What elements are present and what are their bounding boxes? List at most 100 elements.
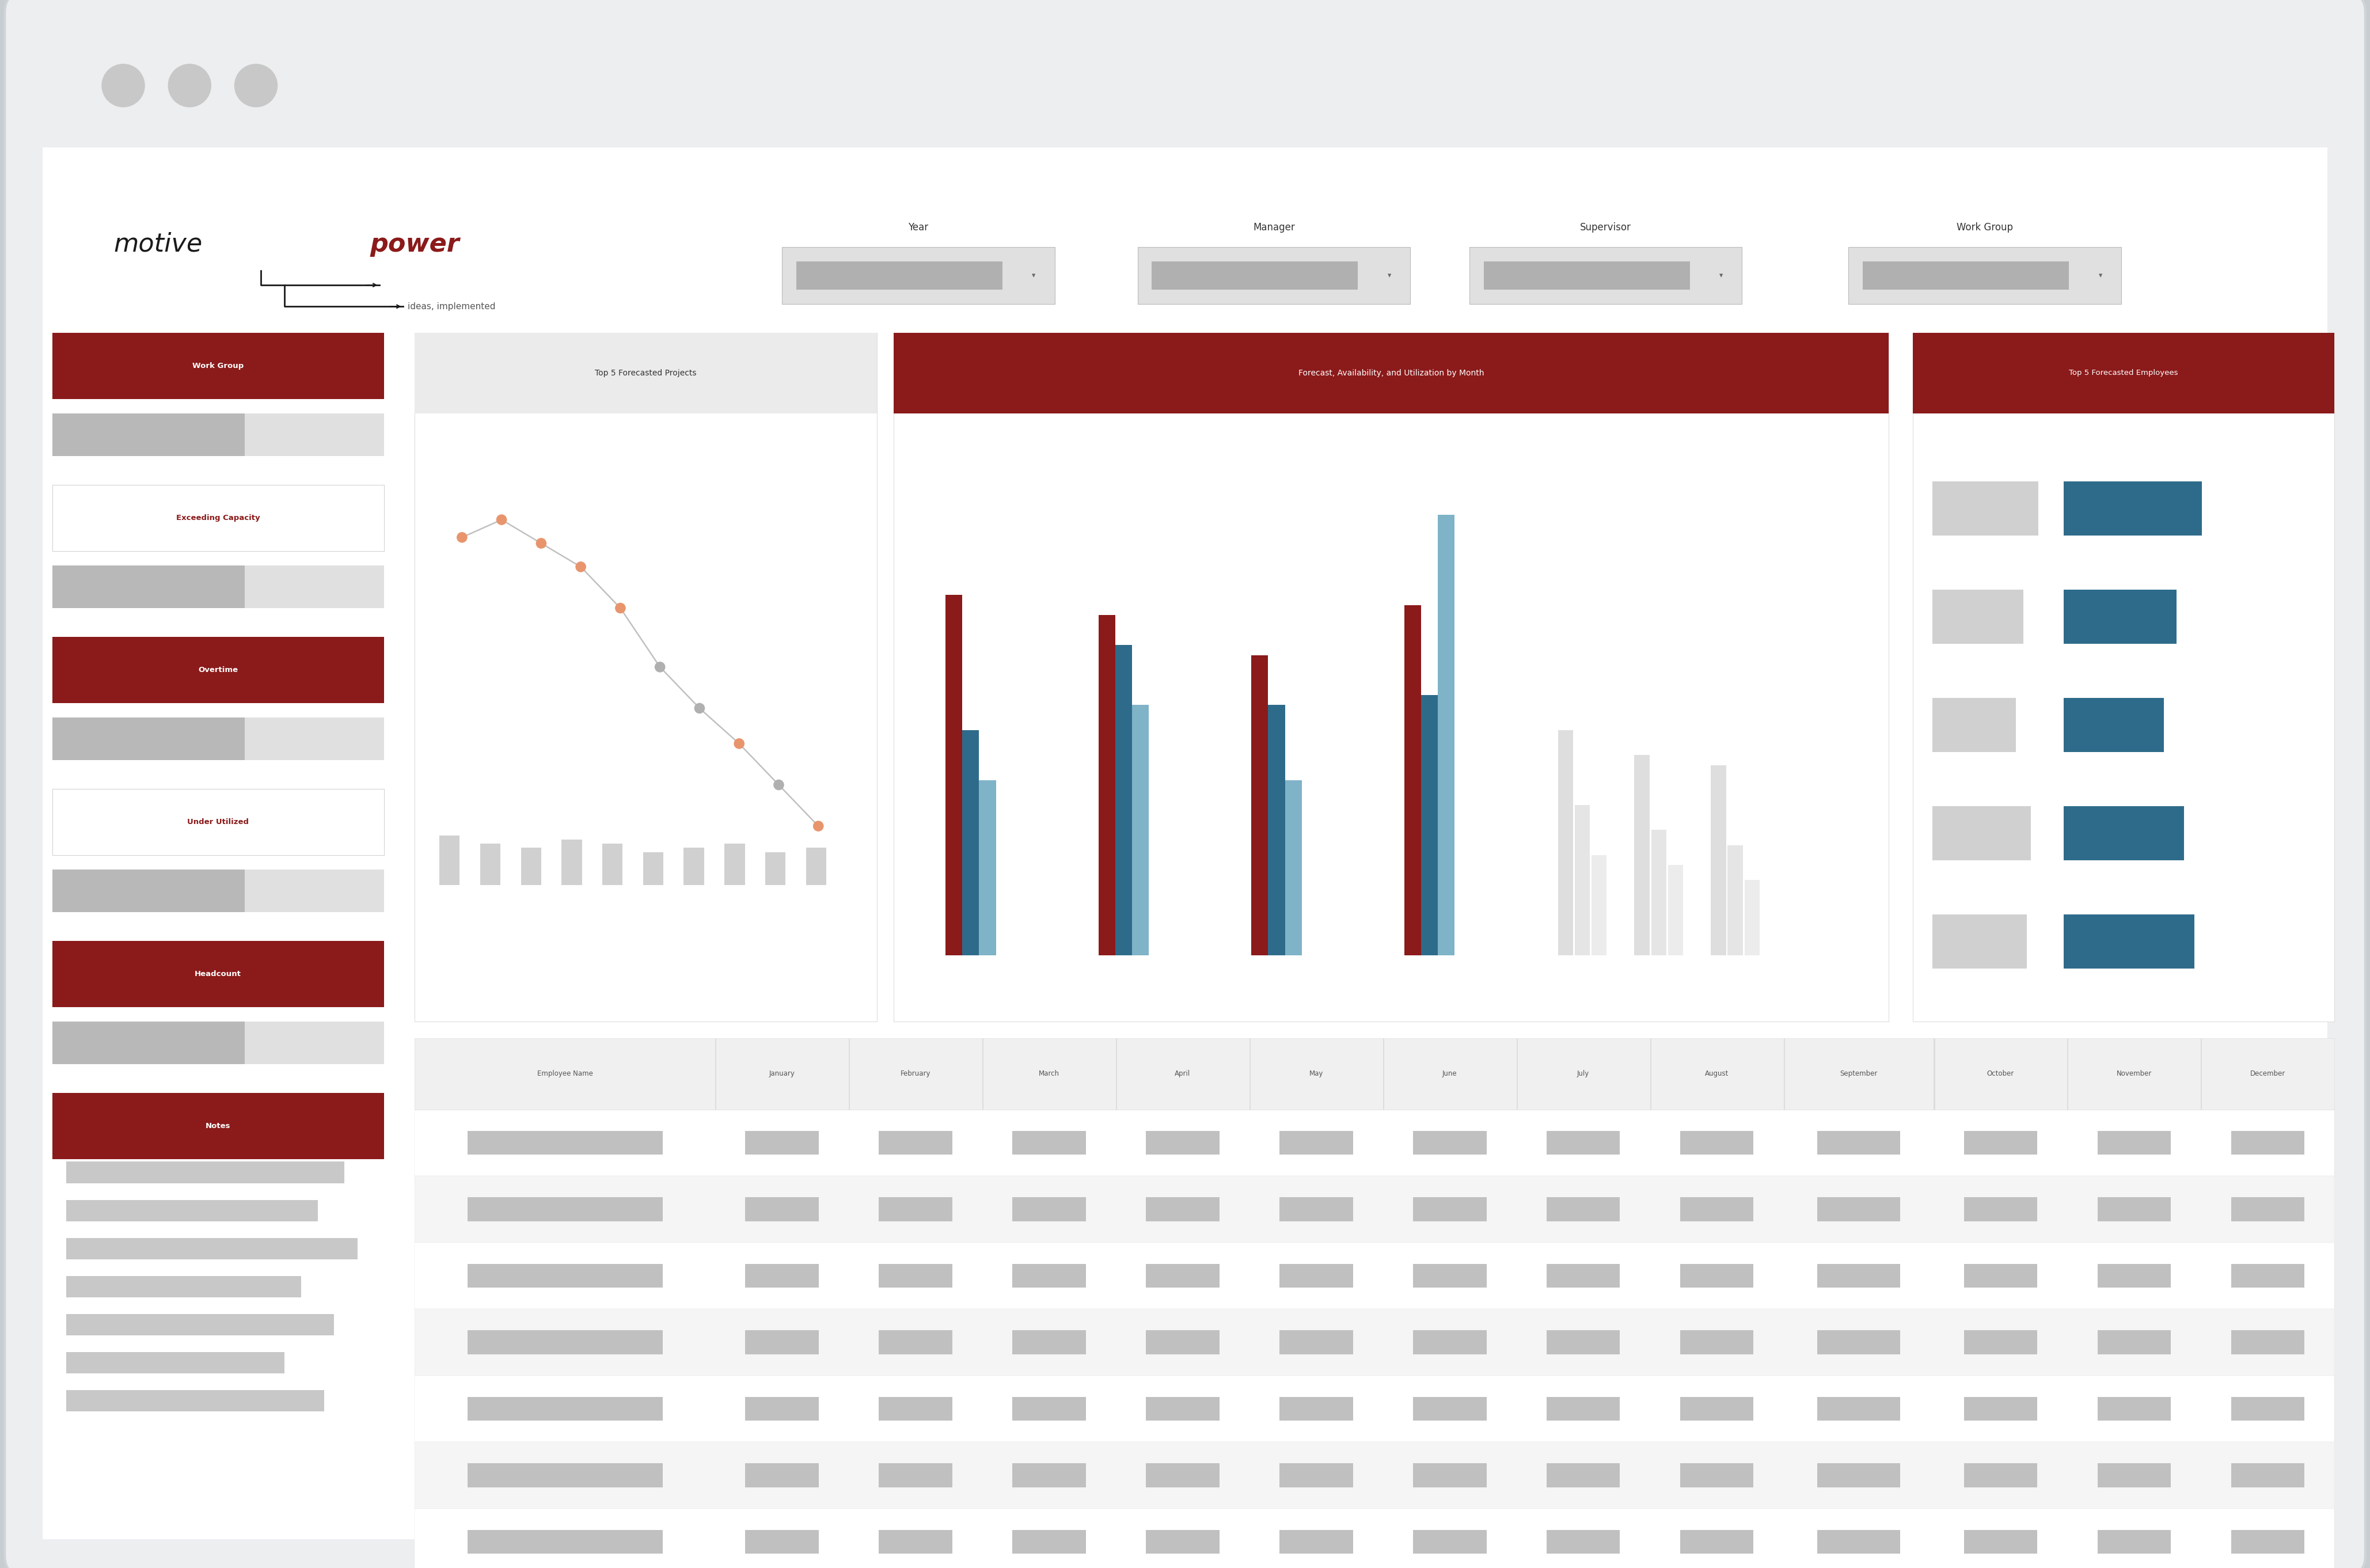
Bar xyxy=(52,1022,384,1065)
Text: July: July xyxy=(1576,1069,1590,1077)
Bar xyxy=(879,1198,953,1221)
Bar xyxy=(52,1093,384,1159)
Bar xyxy=(52,941,384,1007)
Bar xyxy=(683,848,704,884)
Text: Supervisor: Supervisor xyxy=(1581,223,1631,232)
Bar xyxy=(1012,1397,1085,1421)
Text: ideas, implemented: ideas, implemented xyxy=(408,303,495,310)
Bar xyxy=(1548,1264,1621,1287)
Bar xyxy=(744,1264,818,1287)
Bar xyxy=(438,836,460,884)
Bar xyxy=(979,779,995,955)
Bar xyxy=(946,594,962,955)
Bar xyxy=(806,848,827,884)
Bar xyxy=(1484,262,1690,290)
Bar xyxy=(1147,1264,1218,1287)
Bar xyxy=(415,1375,2334,1443)
Bar xyxy=(1548,1198,1621,1221)
Bar xyxy=(2097,1530,2171,1554)
Bar xyxy=(52,718,384,760)
Bar xyxy=(1548,1397,1621,1421)
Bar xyxy=(52,414,384,456)
Bar xyxy=(467,1330,664,1355)
Text: Manager: Manager xyxy=(1254,223,1294,232)
Bar xyxy=(1147,1530,1218,1554)
Text: August: August xyxy=(1704,1069,1728,1077)
Bar xyxy=(744,1397,818,1421)
Bar xyxy=(1012,1198,1085,1221)
Bar xyxy=(1728,845,1742,955)
Point xyxy=(799,814,837,839)
Bar xyxy=(1932,698,2014,753)
Bar xyxy=(1965,1198,2038,1221)
Bar xyxy=(1147,1131,1218,1154)
Bar xyxy=(1548,1530,1621,1554)
Bar xyxy=(52,485,384,552)
Bar xyxy=(2097,1397,2171,1421)
Bar xyxy=(1147,1330,1218,1355)
Bar xyxy=(1012,1330,1085,1355)
Bar xyxy=(2230,1463,2304,1486)
Bar xyxy=(1680,1463,1754,1486)
Bar xyxy=(52,637,384,702)
Bar xyxy=(1913,332,2334,414)
Bar xyxy=(2230,1397,2304,1421)
Bar xyxy=(52,566,244,608)
Bar xyxy=(415,332,877,414)
Bar xyxy=(24,24,2346,147)
Bar xyxy=(1413,1330,1486,1355)
Bar xyxy=(1932,481,2038,535)
Bar xyxy=(1413,1463,1486,1486)
Bar xyxy=(1280,1330,1353,1355)
Bar xyxy=(1680,1330,1754,1355)
Bar xyxy=(642,851,664,884)
Bar xyxy=(415,1038,2334,1110)
Bar xyxy=(1818,1264,1901,1287)
Text: Under Utilized: Under Utilized xyxy=(187,818,249,826)
Bar xyxy=(1097,615,1116,955)
Bar xyxy=(1818,1330,1901,1355)
Text: ▾: ▾ xyxy=(1386,271,1391,279)
Text: power: power xyxy=(370,232,460,257)
Bar xyxy=(744,1530,818,1554)
Bar xyxy=(962,731,979,955)
Bar xyxy=(43,147,2327,1540)
Bar xyxy=(1147,1463,1218,1486)
Bar xyxy=(1744,880,1759,955)
Point xyxy=(562,555,600,580)
Bar xyxy=(1635,756,1650,955)
Circle shape xyxy=(168,64,211,107)
Circle shape xyxy=(102,64,145,107)
Bar xyxy=(1965,1330,2038,1355)
Bar xyxy=(1469,248,1742,304)
Bar xyxy=(467,1198,664,1221)
Bar xyxy=(879,1330,953,1355)
Bar xyxy=(2097,1198,2171,1221)
Bar xyxy=(1965,1264,2038,1287)
Bar xyxy=(1680,1198,1754,1221)
Bar xyxy=(879,1397,953,1421)
Bar xyxy=(66,1352,284,1374)
Text: February: February xyxy=(901,1069,931,1077)
Bar xyxy=(1818,1131,1901,1154)
Bar xyxy=(1133,706,1149,955)
Bar xyxy=(52,566,384,608)
Text: October: October xyxy=(1986,1069,2014,1077)
Text: November: November xyxy=(2116,1069,2152,1077)
Bar xyxy=(1818,1463,1901,1486)
Bar xyxy=(1680,1264,1754,1287)
Bar xyxy=(1403,605,1422,955)
Bar xyxy=(1280,1397,1353,1421)
Bar xyxy=(52,332,384,400)
Bar xyxy=(1668,866,1683,955)
Bar xyxy=(52,1022,244,1065)
Bar xyxy=(66,1314,334,1336)
Bar xyxy=(467,1264,664,1287)
Bar xyxy=(1548,1330,1621,1355)
Bar xyxy=(66,1237,358,1259)
Text: ▾: ▾ xyxy=(1031,271,1036,279)
FancyBboxPatch shape xyxy=(5,0,2365,1568)
Bar xyxy=(1012,1463,1085,1486)
Text: Notes: Notes xyxy=(206,1123,230,1131)
Bar xyxy=(1251,655,1268,955)
